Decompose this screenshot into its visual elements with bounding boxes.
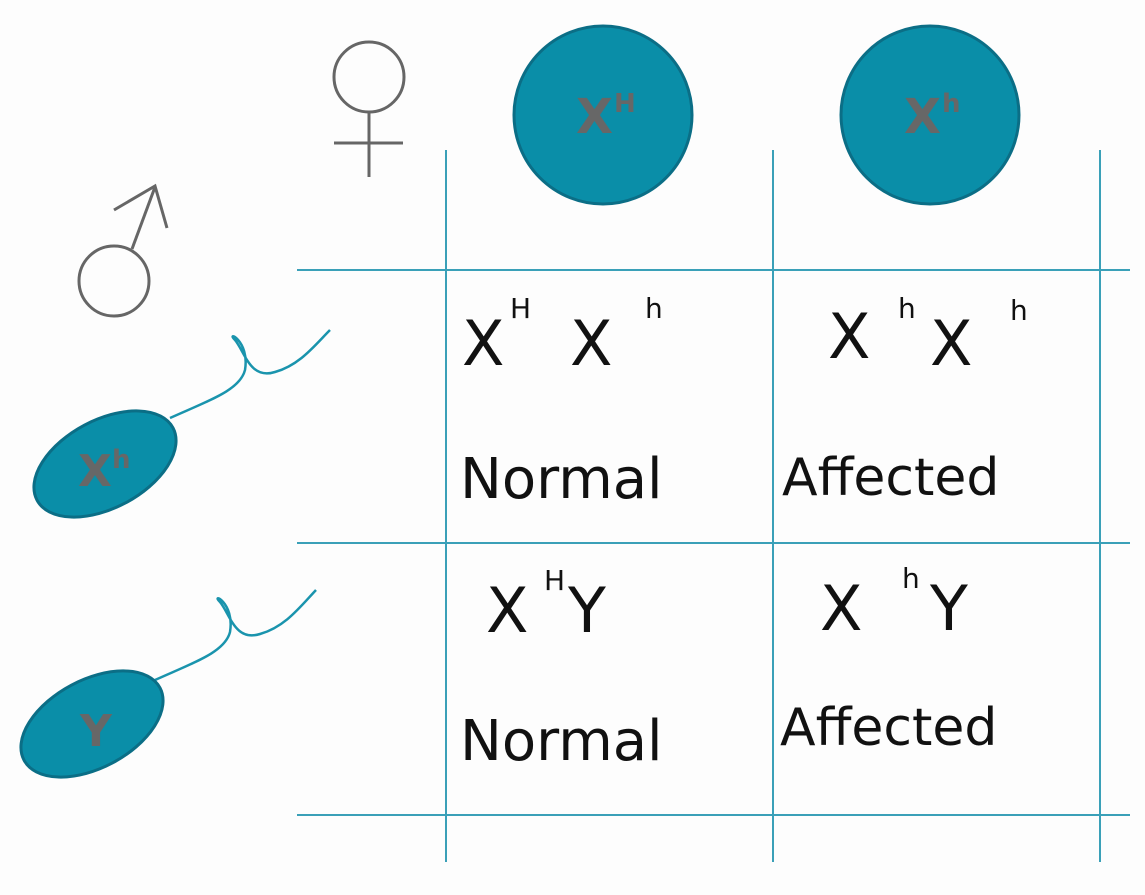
phenotype-label: Normal xyxy=(460,447,663,512)
cell-xHxh: X H X h Normal xyxy=(460,292,663,512)
allele-base: Y xyxy=(79,706,113,757)
genotype-allele: X xyxy=(462,307,504,380)
sperm-y: Y xyxy=(19,589,317,779)
allele-superscript: h xyxy=(942,89,961,119)
genotype-allele: Y xyxy=(929,572,968,645)
female-symbol-icon xyxy=(332,40,406,177)
genotype-superscript: h xyxy=(1010,294,1028,327)
cell-xhxh: X h X h Affected xyxy=(782,292,1028,508)
genotype-allele: X xyxy=(820,572,862,645)
genotype-superscript: H xyxy=(544,564,565,597)
cell-xHy: X H Y Normal xyxy=(460,564,663,774)
allele-base: X xyxy=(576,89,613,145)
genotype-allele: X xyxy=(570,307,612,380)
phenotype-label: Affected xyxy=(782,448,999,508)
genotype-allele: X xyxy=(930,307,972,380)
genotype-allele: X xyxy=(486,574,528,647)
genotype-superscript: h xyxy=(898,292,916,325)
allele-superscript: h xyxy=(112,445,131,475)
genotype-allele: X xyxy=(828,300,870,373)
phenotype-label: Normal xyxy=(460,709,663,774)
genotype-superscript: H xyxy=(510,292,531,325)
genotype-superscript: h xyxy=(645,292,663,325)
allele-base: X xyxy=(78,446,112,497)
sperm-xh: X h xyxy=(32,329,331,519)
cell-xhy: X h Y Affected xyxy=(780,562,997,758)
allele-superscript: H xyxy=(614,89,636,119)
egg-xh: X h xyxy=(839,24,1021,206)
male-symbol-icon xyxy=(77,183,169,318)
genotype-allele: Y xyxy=(567,574,606,647)
allele-base: X xyxy=(904,89,941,145)
egg-xH: X H xyxy=(512,24,694,206)
grid xyxy=(297,150,1130,862)
genotype-superscript: h xyxy=(902,562,920,595)
phenotype-label: Affected xyxy=(780,698,997,758)
